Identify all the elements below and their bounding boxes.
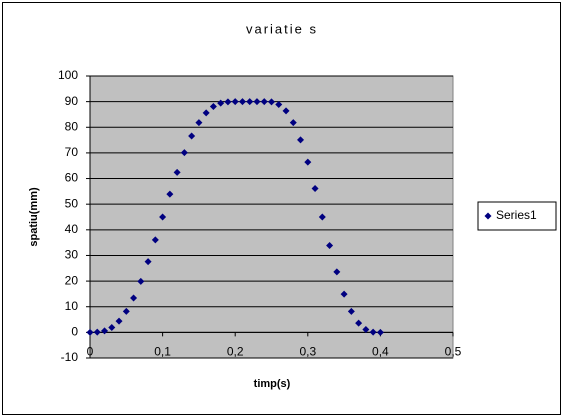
point <box>217 99 225 107</box>
point <box>122 307 130 315</box>
y-tick-label: 50 <box>65 196 79 210</box>
point <box>369 328 377 336</box>
x-tick-label: 0 <box>87 345 94 359</box>
y-tick-label: 20 <box>65 273 79 287</box>
x-tick-label: 0,2 <box>227 345 244 359</box>
point <box>347 307 355 315</box>
y-tick-label: 100 <box>58 68 78 82</box>
point <box>246 98 254 106</box>
point <box>355 319 363 327</box>
point <box>144 258 152 266</box>
point <box>326 241 334 249</box>
y-tick-label: 10 <box>65 299 79 313</box>
point <box>333 268 341 276</box>
point <box>209 103 217 111</box>
y-axis-title: spatiu(mm) <box>28 187 40 247</box>
y-tick-label: 30 <box>65 248 79 262</box>
point <box>318 213 326 221</box>
point <box>93 328 101 336</box>
point <box>224 98 232 106</box>
point <box>231 98 239 106</box>
point <box>188 132 196 140</box>
y-tick-label: 40 <box>65 222 79 236</box>
point <box>101 327 109 335</box>
point <box>311 185 319 193</box>
point <box>376 328 384 336</box>
point <box>340 290 348 298</box>
y-tick-label: -10 <box>61 350 79 364</box>
point <box>289 119 297 127</box>
x-tick-label: 0,4 <box>372 345 389 359</box>
plot-area <box>89 75 454 359</box>
point <box>238 98 246 106</box>
x-tick-label: 0,5 <box>445 345 462 359</box>
y-tick-label: 60 <box>65 171 79 185</box>
point <box>253 98 261 106</box>
point <box>195 119 203 127</box>
point <box>268 98 275 106</box>
chart-title: variatie s <box>246 21 318 36</box>
x-tick-label: 0,1 <box>154 345 171 359</box>
point <box>297 136 305 144</box>
point <box>173 168 181 176</box>
point <box>362 326 370 334</box>
legend-marker <box>484 212 492 220</box>
point <box>304 158 312 166</box>
point <box>260 98 268 106</box>
y-tick-label: 90 <box>65 94 79 108</box>
point <box>275 100 283 108</box>
point <box>86 328 94 336</box>
point <box>115 317 123 325</box>
point <box>130 294 138 302</box>
point <box>137 277 145 285</box>
x-tick-label: 0,3 <box>299 345 316 359</box>
legend-label: Series1 <box>496 208 537 222</box>
y-tick-label: 80 <box>65 119 79 133</box>
point <box>166 190 174 198</box>
point <box>282 107 290 115</box>
point <box>108 323 116 331</box>
point <box>180 149 188 157</box>
point <box>202 109 210 117</box>
x-axis-title: timp(s) <box>254 378 291 390</box>
y-tick-label: 70 <box>65 145 79 159</box>
point <box>159 213 167 221</box>
point <box>151 236 159 244</box>
y-tick-label: 0 <box>71 325 78 339</box>
